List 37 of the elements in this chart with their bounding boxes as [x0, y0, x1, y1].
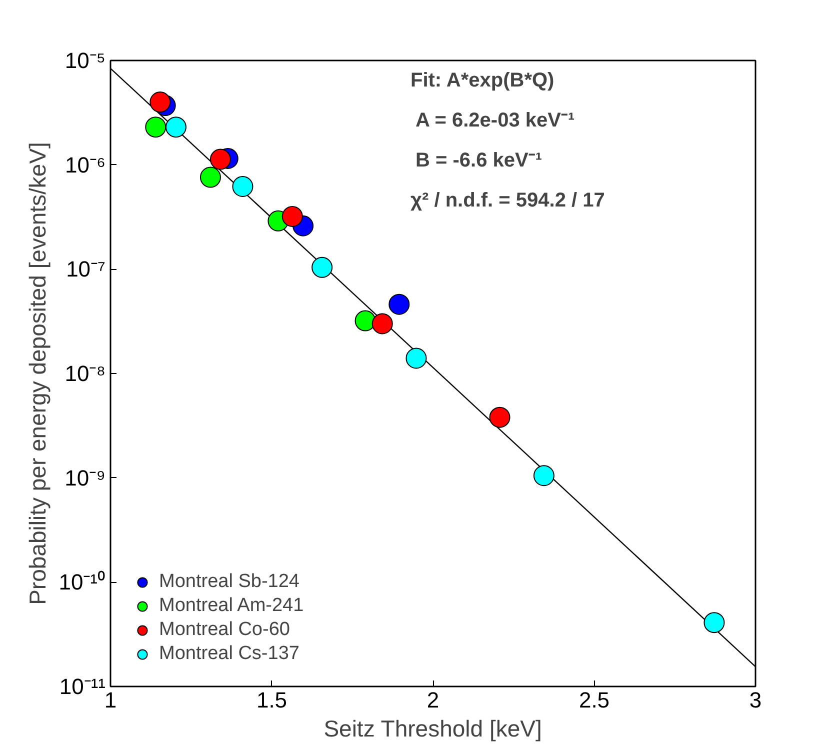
x-tick-label: 2.5 — [578, 688, 610, 712]
point — [388, 294, 410, 315]
point — [145, 116, 166, 138]
y-tick-label: 10⁻⁸ — [64, 361, 106, 386]
point — [150, 92, 171, 112]
annotation: Fit: A*exp(B*Q) — [410, 70, 554, 92]
y-tick-label: 10⁻¹⁰ — [58, 570, 106, 595]
x-axis-title: Seitz Threshold [keV] — [324, 716, 542, 742]
y-tick-label: 10⁻⁷ — [66, 256, 106, 282]
legend-label: Montreal Cs-137 — [159, 643, 300, 665]
point — [354, 310, 376, 332]
point — [312, 256, 333, 278]
point — [210, 148, 231, 170]
annotation: A = 6.2e-03 keV⁻¹ — [416, 110, 575, 132]
x-tick-label: 1.5 — [256, 688, 288, 712]
point — [282, 206, 303, 227]
annotation: χ² / n.d.f. = 594.2 / 17 — [410, 190, 605, 212]
point — [406, 348, 427, 369]
point — [165, 116, 186, 138]
point — [489, 406, 510, 428]
legend-label: Montreal Am-241 — [159, 595, 304, 617]
point — [232, 176, 254, 197]
y-axis-title: Probability per energy deposited [events/keV] — [24, 142, 51, 605]
point — [533, 465, 554, 486]
point — [704, 612, 725, 634]
x-tick-label: 1 — [104, 688, 117, 712]
point — [372, 313, 393, 334]
y-tick-label: 10⁻¹¹ — [59, 674, 106, 699]
y-tick-label: 10⁻⁹ — [64, 465, 106, 490]
y-tick-label: 10⁻⁶ — [64, 152, 106, 178]
point — [200, 166, 221, 188]
annotation: B = -6.6 keV⁻¹ — [416, 150, 542, 172]
x-tick-label: 2 — [426, 688, 440, 712]
legend-label: Montreal Co-60 — [159, 619, 290, 641]
legend-label: Montreal Sb-124 — [159, 571, 300, 593]
x-tick-label: 3 — [749, 688, 762, 712]
y-tick-label: 10⁻⁵ — [64, 48, 106, 73]
